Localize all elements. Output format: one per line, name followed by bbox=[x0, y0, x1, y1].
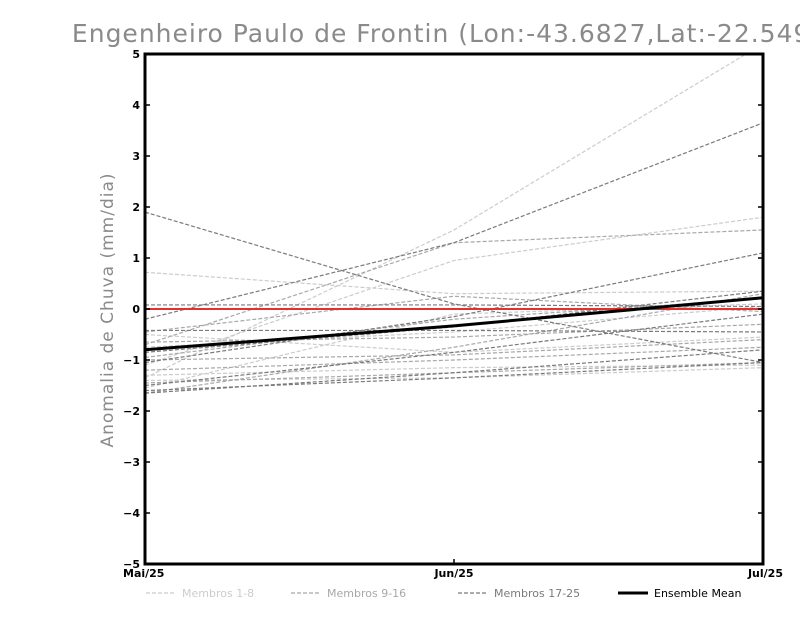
member-series-line bbox=[145, 349, 763, 394]
member-series-line bbox=[145, 313, 763, 387]
member-series-line bbox=[145, 229, 763, 346]
member-series-line bbox=[145, 346, 763, 371]
y-tick-label: 0 bbox=[132, 303, 140, 316]
y-tick-label: 3 bbox=[132, 150, 140, 163]
x-tick-label: Jun/25 bbox=[433, 567, 473, 580]
y-axis-label: Anomalia de Chuva (mm/dia) bbox=[98, 172, 118, 447]
member-series-line bbox=[145, 339, 763, 361]
y-tick-label: −4 bbox=[123, 507, 140, 520]
member-series-line bbox=[145, 298, 763, 359]
ensemble-mean-line bbox=[144, 296, 764, 352]
ensemble-mean-group bbox=[144, 296, 764, 352]
y-tick-label: 5 bbox=[132, 48, 140, 61]
x-tick-label: Jul/25 bbox=[747, 567, 783, 580]
member-series-line bbox=[145, 271, 763, 295]
y-tick-label: −1 bbox=[123, 354, 140, 367]
member-series-line bbox=[145, 329, 763, 333]
member-series-line bbox=[145, 290, 763, 353]
member-series-line bbox=[145, 304, 763, 308]
y-tick-label: −5 bbox=[123, 558, 140, 571]
legend-label: Membros 9-16 bbox=[327, 587, 406, 600]
legend-label: Membros 1-8 bbox=[182, 587, 254, 600]
member-series-line bbox=[145, 54, 748, 379]
member-series-line bbox=[145, 122, 763, 320]
y-tick-label: −3 bbox=[123, 456, 140, 469]
legend-label: Ensemble Mean bbox=[654, 587, 741, 600]
member-series-group bbox=[145, 54, 763, 394]
y-tick-label: 1 bbox=[132, 252, 140, 265]
legend: Membros 1-8 Membros 9-16 Membros 17-25 Ense… bbox=[146, 587, 741, 600]
legend-label: Membros 17-25 bbox=[494, 587, 580, 600]
member-series-line bbox=[145, 293, 763, 394]
y-tick-label: −2 bbox=[123, 405, 140, 418]
y-tick-label: 4 bbox=[132, 99, 140, 112]
y-tick-label: 2 bbox=[132, 201, 140, 214]
member-series-line bbox=[145, 252, 763, 364]
member-series-line bbox=[145, 364, 763, 376]
x-tick-label: Mai/25 bbox=[123, 567, 164, 580]
member-series-line bbox=[145, 367, 763, 381]
chart-title: Engenheiro Paulo de Frontin (Lon:-43.682… bbox=[72, 19, 800, 48]
